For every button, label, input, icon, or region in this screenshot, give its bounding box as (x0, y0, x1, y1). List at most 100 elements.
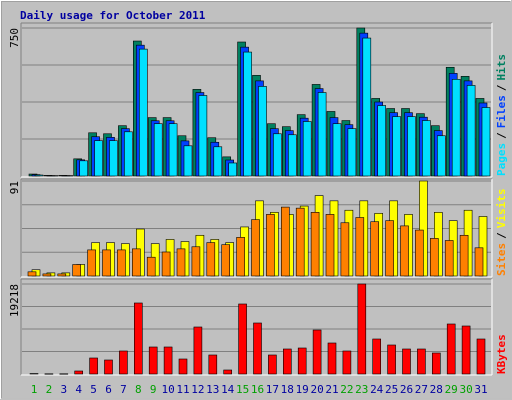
bar (355, 217, 365, 277)
bar (57, 273, 67, 277)
bar (340, 222, 350, 277)
bar (213, 146, 223, 177)
legend-entry: Files (495, 95, 508, 128)
bar (79, 160, 88, 177)
x-tick-label: 7 (120, 383, 127, 396)
bar (415, 229, 424, 277)
legend-entry: KBytes (495, 334, 508, 374)
bar (258, 86, 267, 177)
bar (193, 326, 203, 375)
bar (243, 51, 252, 177)
bar (94, 140, 103, 177)
bar (295, 207, 305, 277)
bar (266, 214, 275, 277)
bar (117, 249, 126, 277)
bar (178, 358, 188, 375)
bar (377, 105, 387, 177)
bar (444, 240, 454, 277)
bar (392, 116, 401, 177)
x-tick-label: 4 (75, 383, 82, 396)
bar (370, 221, 380, 277)
bar (208, 354, 218, 375)
bar (302, 121, 312, 177)
bar (317, 92, 327, 177)
x-tick-label: 10 (161, 383, 174, 396)
bar (161, 251, 171, 277)
x-tick-label: 21 (325, 383, 338, 396)
x-tick-label: 28 (430, 383, 443, 396)
bar (459, 234, 469, 277)
bar (407, 116, 416, 177)
bar (280, 206, 290, 277)
bar (327, 342, 337, 375)
bar (253, 322, 262, 375)
bar (34, 174, 44, 177)
bar (287, 134, 297, 177)
bar (347, 128, 357, 177)
x-tick-label: 9 (150, 383, 157, 396)
x-tick-label: 29 (445, 383, 458, 396)
x-tick-label: 14 (221, 383, 235, 396)
bar (168, 123, 178, 177)
bar (176, 248, 186, 277)
x-tick-label: 11 (176, 383, 189, 396)
x-tick-label: 26 (400, 383, 413, 396)
bar (153, 123, 163, 177)
bar (476, 338, 486, 375)
y-tick-label: 750 (8, 28, 21, 48)
bar (268, 354, 277, 375)
legend-entry: Hits (495, 54, 508, 81)
bar (206, 242, 216, 277)
bar (42, 273, 52, 277)
x-tick-label: 27 (415, 383, 428, 396)
bar (74, 370, 83, 375)
bar (436, 135, 446, 177)
bar (132, 248, 141, 277)
bar (109, 140, 118, 177)
x-tick-label: 5 (90, 383, 97, 396)
bar (400, 225, 409, 277)
bar (49, 175, 59, 177)
legend-separator: / (495, 232, 508, 239)
x-tick-label: 25 (385, 383, 398, 396)
bar (183, 145, 193, 177)
bar (372, 338, 382, 375)
chart-title: Daily usage for October 2011 (20, 9, 206, 22)
bar (451, 79, 461, 177)
bar (146, 256, 156, 277)
x-tick-label: 19 (296, 383, 309, 396)
x-tick-label: 30 (459, 383, 472, 396)
legend-entry: Sites (495, 243, 508, 276)
bar (429, 238, 439, 277)
bar (357, 283, 367, 375)
x-tick-label: 2 (46, 383, 53, 396)
bar (64, 175, 74, 177)
x-tick-label: 22 (340, 383, 353, 396)
x-tick-label: 15 (236, 383, 249, 396)
bar (134, 302, 143, 375)
x-tick-label: 17 (266, 383, 279, 396)
bar (27, 271, 37, 277)
bar (402, 348, 411, 375)
y-tick-label: 19218 (8, 284, 21, 317)
bar (297, 347, 307, 375)
x-tick-label: 16 (251, 383, 264, 396)
x-tick-label: 20 (310, 383, 323, 396)
x-tick-label: 8 (135, 383, 142, 396)
x-tick-label: 1 (31, 383, 38, 396)
bar (148, 346, 158, 375)
bar (59, 373, 69, 375)
bar (104, 359, 113, 375)
bar (221, 244, 230, 277)
bar (387, 344, 396, 375)
x-tick-label: 31 (474, 383, 487, 396)
bar (422, 120, 431, 177)
y-tick-label: 91 (8, 181, 21, 194)
legend-separator: / (495, 84, 508, 91)
bar (29, 373, 39, 375)
x-tick-label: 3 (60, 383, 67, 396)
bar (223, 369, 232, 375)
bar (466, 85, 476, 177)
